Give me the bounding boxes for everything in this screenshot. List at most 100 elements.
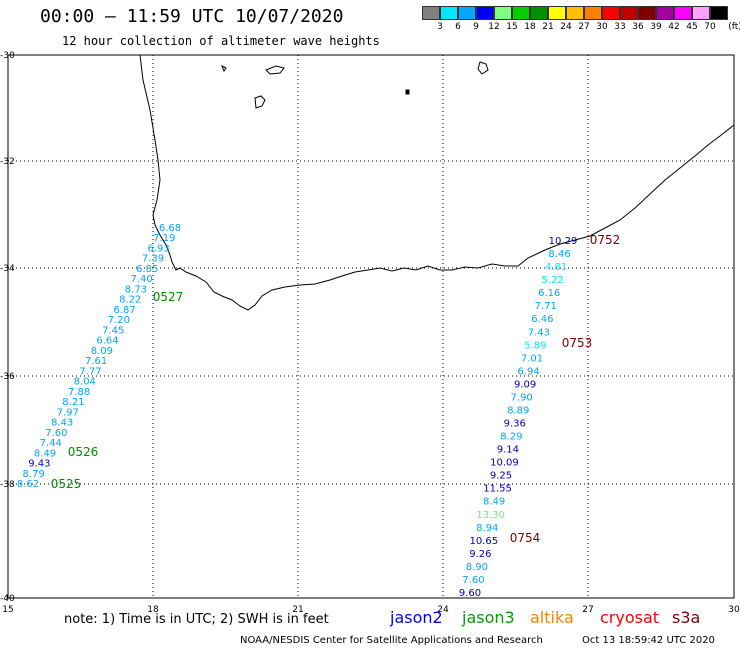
scale-label: 42 [668, 22, 680, 32]
scale-swatch [674, 6, 692, 20]
scale-swatch [638, 6, 656, 20]
east-track-value: 4.81 [545, 262, 567, 273]
scale-label: 18 [524, 22, 536, 32]
scale-label: 45 [686, 22, 698, 32]
scale-swatch [422, 6, 440, 20]
scale-swatch [512, 6, 530, 20]
west-track-value: 8.73 [125, 284, 147, 295]
lon-tick-label: 27 [582, 605, 593, 615]
east-track-value: 10.29 [549, 236, 578, 247]
west-track-value: 8.49 [34, 448, 56, 459]
east-track-value: 8.49 [483, 497, 505, 508]
scale-label: 6 [455, 22, 461, 32]
lat-tick-label: -30 [0, 51, 15, 61]
west-track-value: 6.93 [148, 243, 170, 254]
east-track-value: 7.43 [528, 327, 550, 338]
east-track-value: 7.60 [462, 575, 484, 586]
scale-label: 70 [704, 22, 716, 32]
scale-swatch [476, 6, 494, 20]
scale-label: 12 [488, 22, 500, 32]
east-track-value: 10.65 [469, 536, 498, 547]
west-track-value: 7.61 [85, 356, 107, 367]
scale-swatch [566, 6, 584, 20]
west-track-value: 8.62 [17, 479, 39, 490]
pass-time-label: 0527 [153, 290, 184, 304]
coastline [139, 54, 735, 311]
legend-s3a: s3a [672, 608, 701, 627]
east-track-value: 9.09 [514, 379, 536, 390]
west-track-value: 6.87 [113, 305, 135, 316]
pass-time-label: 0752 [590, 233, 621, 247]
scale-swatch [692, 6, 710, 20]
lat-tick-label: -32 [0, 157, 15, 167]
pass-time-label: 0754 [510, 531, 541, 545]
east-track-value: 8.90 [466, 562, 488, 573]
pass-time-label: 0526 [68, 445, 99, 459]
lat-tick-label: -40 [0, 594, 15, 604]
west-track-value: 7.60 [45, 428, 67, 439]
island [405, 89, 410, 95]
west-track-value: 6.64 [96, 336, 118, 347]
scale-unit: (ft) [728, 22, 740, 32]
lat-tick-label: -38 [0, 480, 15, 490]
scale-swatch [530, 6, 548, 20]
west-track-value: 6.85 [136, 264, 158, 275]
east-track-value: 9.36 [504, 419, 526, 430]
lon-tick-label: 24 [437, 605, 449, 615]
scale-label: 33 [614, 22, 626, 32]
west-track-value: 6.68 [159, 223, 181, 234]
west-track-value: 8.21 [62, 397, 84, 408]
scale-label: 27 [578, 22, 590, 32]
scale-label: 39 [650, 22, 662, 32]
west-track-value: 7.45 [102, 325, 124, 336]
scale-label: 24 [560, 22, 572, 32]
scale-swatch [602, 6, 620, 20]
scale-swatch [710, 6, 728, 20]
east-track-value: 8.29 [500, 432, 522, 443]
east-track-value: 9.60 [459, 588, 481, 599]
axis-ticks: 15 18 21 24 27 30 -30 -32 -34 -36 -38 -40 [0, 51, 740, 615]
altimeter-tracks: 6.687.196.937.396.857.408.738.226.877.20… [17, 223, 620, 599]
scale-label: 9 [473, 22, 479, 32]
lon-tick-label: 30 [728, 605, 740, 615]
east-track-value: 9.26 [469, 549, 491, 560]
west-track-value: 7.88 [68, 387, 90, 398]
scale-swatch [584, 6, 602, 20]
scale-label: 21 [542, 22, 554, 32]
legend-jason3: jason3 [462, 608, 515, 627]
scale-swatch [548, 6, 566, 20]
east-track-value: 5.89 [524, 340, 546, 351]
scale-label: 3 [437, 22, 443, 32]
west-track-value: 8.04 [74, 377, 96, 388]
map-frame [7, 54, 735, 599]
scale-swatch [620, 6, 638, 20]
west-track-value: 7.97 [57, 407, 79, 418]
map-subtitle: 12 hour collection of altimeter wave hei… [62, 34, 380, 48]
scale-swatch [494, 6, 512, 20]
east-track-value: 9.25 [490, 471, 512, 482]
lon-tick-label: 15 [2, 605, 13, 615]
scale-swatch [656, 6, 674, 20]
east-track-value: 11.55 [483, 484, 512, 495]
west-track-value: 8.43 [51, 418, 73, 429]
legend-altika: altika [530, 608, 574, 627]
lon-tick-label: 21 [292, 605, 303, 615]
east-track-value: 8.46 [548, 249, 570, 260]
legend-cryosat: cryosat [600, 608, 660, 627]
island [254, 95, 266, 109]
east-track-value: 7.01 [521, 353, 543, 364]
east-track-value: 8.94 [476, 523, 498, 534]
scale-label: 15 [506, 22, 518, 32]
east-track-value: 6.94 [517, 366, 539, 377]
west-track-value: 7.77 [79, 366, 101, 377]
east-track-value: 6.46 [531, 314, 553, 325]
east-track-value: 13.30 [476, 510, 505, 521]
pass-time-label: 0753 [562, 336, 593, 350]
west-track-value: 7.40 [130, 274, 152, 285]
island [265, 65, 285, 75]
west-track-value: 9.43 [28, 459, 50, 470]
scale-label: 36 [632, 22, 644, 32]
lat-tick-label: -36 [0, 372, 15, 382]
east-track-value: 8.89 [507, 405, 529, 416]
east-track-value: 7.90 [511, 392, 533, 403]
